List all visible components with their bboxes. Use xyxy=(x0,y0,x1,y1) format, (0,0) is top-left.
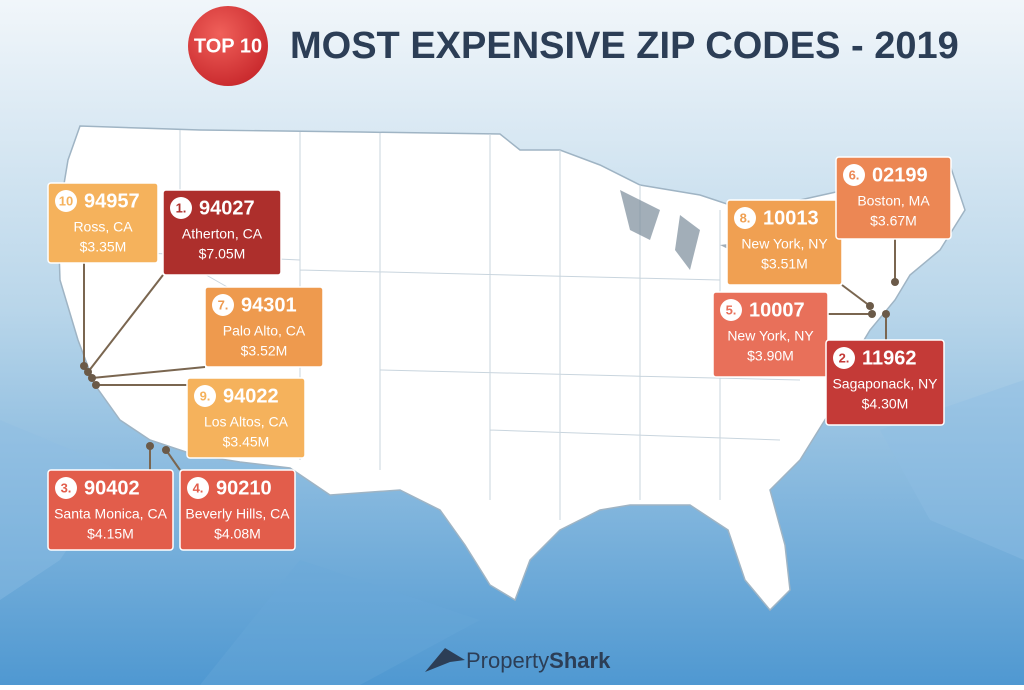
rank-circle xyxy=(55,190,77,212)
zip: 11962 xyxy=(862,347,917,369)
price: $3.35M xyxy=(80,239,127,255)
place: Ross, CA xyxy=(73,219,133,235)
callout-box xyxy=(186,377,306,459)
price: $3.45M xyxy=(223,434,270,450)
callout: 3. 90402 Santa Monica, CA $4.15M xyxy=(47,469,174,551)
callout: 2. 11962 Sagaponack, NY $4.30M xyxy=(825,339,945,426)
location-dot xyxy=(84,368,92,376)
brand-light: Property xyxy=(466,648,549,673)
zip: 94301 xyxy=(241,294,297,316)
location-dot xyxy=(868,310,876,318)
rank-circle xyxy=(734,207,756,229)
callout: 10 94957 Ross, CA $3.35M xyxy=(47,182,159,264)
callout-box xyxy=(835,156,952,240)
badge xyxy=(188,6,268,86)
callout: 4. 90210 Beverly Hills, CA $4.08M xyxy=(179,469,296,551)
callout-box xyxy=(712,291,829,378)
rank: 10 xyxy=(59,193,73,208)
leader-line xyxy=(165,449,181,471)
price: $3.90M xyxy=(747,348,794,364)
rank: 1. xyxy=(176,200,187,215)
location-dot xyxy=(866,302,874,310)
location-dot xyxy=(882,310,890,318)
title: MOST EXPENSIVE ZIP CODES - 2019 xyxy=(290,25,959,67)
badge-text: TOP 10 xyxy=(194,35,262,57)
place: Los Altos, CA xyxy=(204,414,289,430)
zip: 94027 xyxy=(199,197,255,219)
location-dot xyxy=(162,446,170,454)
rank: 3. xyxy=(61,480,72,495)
place: Palo Alto, CA xyxy=(223,323,306,339)
place: Atherton, CA xyxy=(182,226,263,242)
location-dot xyxy=(891,278,899,286)
rank-circle xyxy=(833,347,855,369)
brand-bold: Shark xyxy=(549,648,611,673)
callout-box xyxy=(162,189,282,276)
price: $4.08M xyxy=(214,526,261,542)
rank-circle xyxy=(194,385,216,407)
brand-logo xyxy=(425,648,465,672)
price: $4.15M xyxy=(87,526,134,542)
zip: 90402 xyxy=(84,477,140,499)
bg-facet xyxy=(200,560,480,685)
zip: 10007 xyxy=(749,299,805,321)
rank-circle xyxy=(55,477,77,499)
rank-circle xyxy=(212,294,234,316)
place: Boston, MA xyxy=(857,193,930,209)
rank: 7. xyxy=(218,297,229,312)
rank: 8. xyxy=(740,210,751,225)
location-dot xyxy=(88,374,96,382)
zip: 02199 xyxy=(872,164,928,186)
callouts: 10 94957 Ross, CA $3.35M 1. 94027 Atherton, CA… xyxy=(47,156,952,551)
rank: 6. xyxy=(849,167,860,182)
leader-line xyxy=(841,284,871,307)
price: $3.67M xyxy=(870,213,917,229)
callout: 1. 94027 Atherton, CA $7.05M xyxy=(162,189,282,276)
price: $3.51M xyxy=(761,256,808,272)
place: New York, NY xyxy=(741,236,828,252)
callout: 8. 10013 New York, NY $3.51M xyxy=(726,199,843,286)
brand: PropertyShark xyxy=(466,648,611,673)
callout: 6. 02199 Boston, MA $3.67M xyxy=(835,156,952,240)
rank-circle xyxy=(187,477,209,499)
callout-box xyxy=(825,339,945,426)
leader-lines xyxy=(80,239,899,471)
zip: 90210 xyxy=(216,477,272,499)
price: $7.05M xyxy=(199,246,246,262)
rank-circle xyxy=(720,299,742,321)
rank-circle xyxy=(843,164,865,186)
leader-line xyxy=(87,274,164,373)
place: Santa Monica, CA xyxy=(54,506,167,522)
zip: 94022 xyxy=(223,385,279,407)
callout: 7. 94301 Palo Alto, CA $3.52M xyxy=(204,286,324,368)
rank-circle xyxy=(170,197,192,219)
place: New York, NY xyxy=(727,328,814,344)
place: Beverly Hills, CA xyxy=(185,506,290,522)
callout: 5. 10007 New York, NY $3.90M xyxy=(712,291,829,378)
price: $3.52M xyxy=(241,343,288,359)
location-dot xyxy=(146,442,154,450)
callout: 9. 94022 Los Altos, CA $3.45M xyxy=(186,377,306,459)
place: Sagaponack, NY xyxy=(832,376,938,392)
rank: 5. xyxy=(726,302,737,317)
price: $4.30M xyxy=(862,396,909,412)
callout-box xyxy=(47,469,174,551)
leader-line xyxy=(91,366,206,379)
zip: 10013 xyxy=(763,207,819,229)
rank: 9. xyxy=(200,388,211,403)
location-dot xyxy=(92,381,100,389)
zip: 94957 xyxy=(84,190,140,212)
great-lakes xyxy=(620,190,760,270)
callout-box xyxy=(726,199,843,286)
rank: 2. xyxy=(839,350,850,365)
location-dot xyxy=(80,362,88,370)
rank: 4. xyxy=(193,480,204,495)
callout-box xyxy=(204,286,324,368)
